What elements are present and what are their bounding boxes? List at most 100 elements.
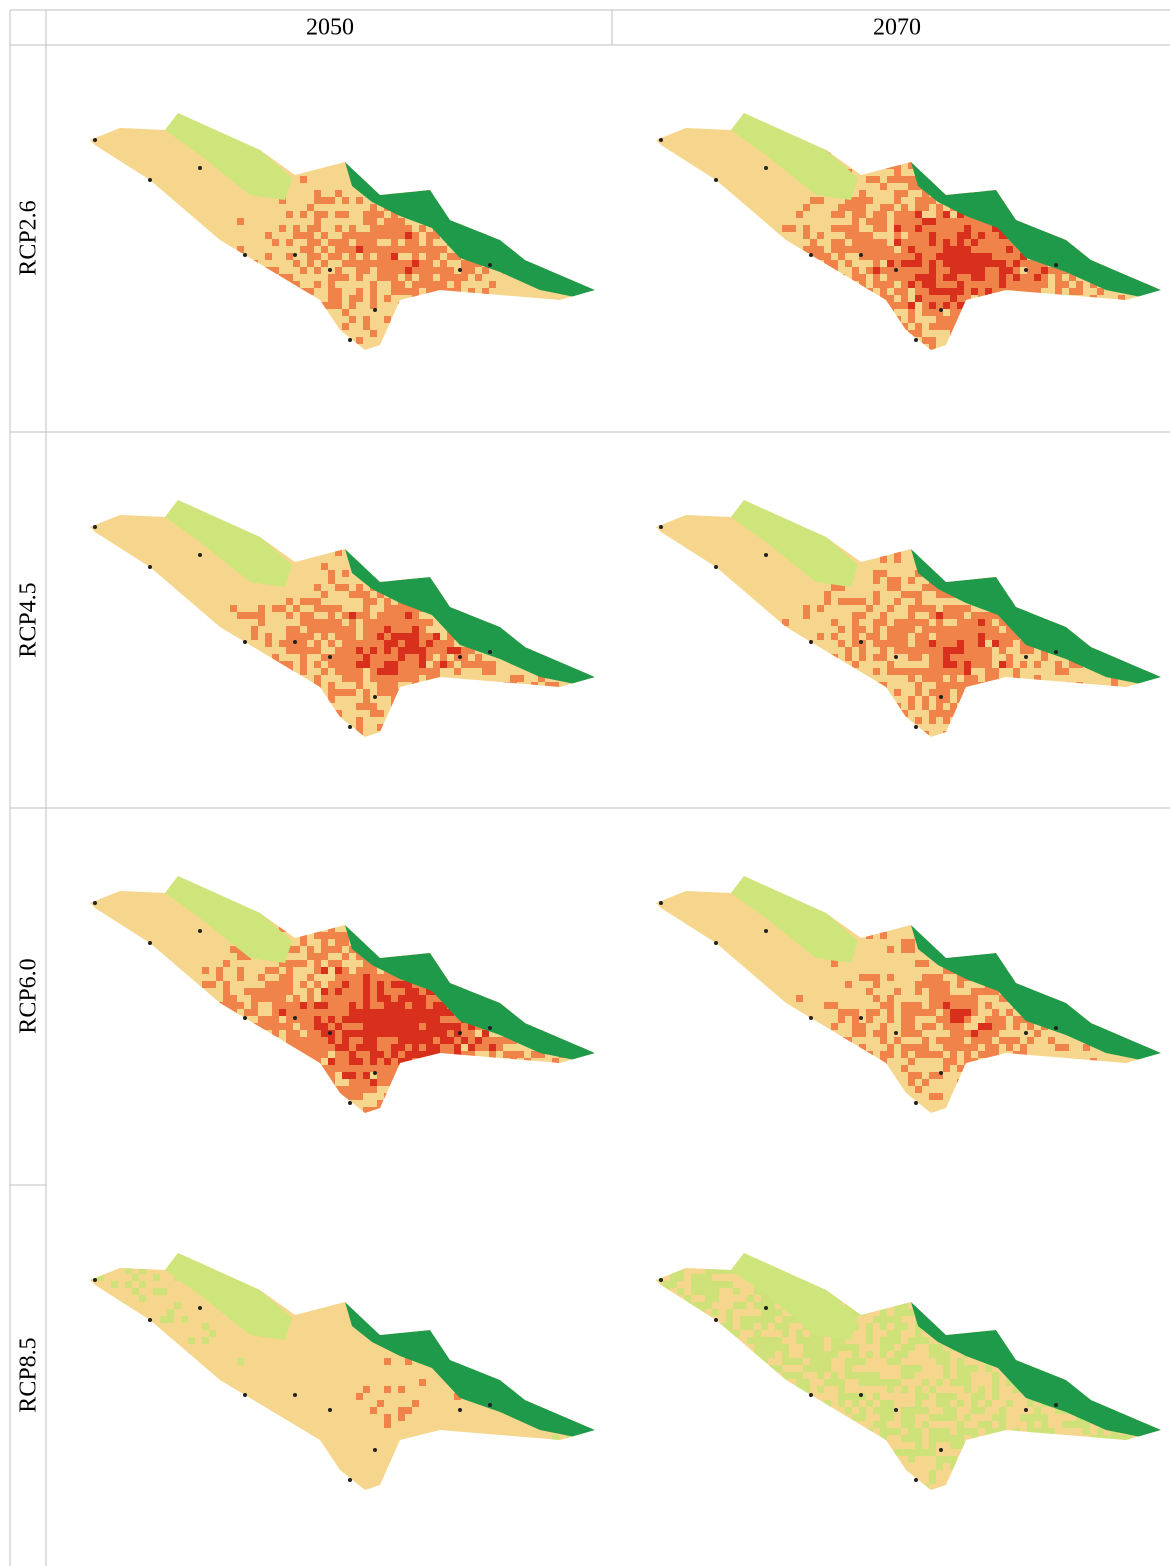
patch xyxy=(419,1253,426,1260)
patch xyxy=(712,1386,719,1393)
patch xyxy=(740,1421,747,1428)
patch xyxy=(440,1079,447,1086)
patch xyxy=(433,281,440,288)
patch xyxy=(251,633,258,640)
patch xyxy=(398,218,405,225)
patch xyxy=(894,1330,901,1337)
patch xyxy=(1034,302,1041,309)
patch xyxy=(852,633,859,640)
patch xyxy=(1083,1281,1090,1288)
patch xyxy=(244,1037,251,1044)
patch xyxy=(936,1002,943,1009)
patch xyxy=(286,988,293,995)
patch xyxy=(461,337,468,344)
patch xyxy=(887,253,894,260)
patch xyxy=(391,647,398,654)
patch xyxy=(992,239,999,246)
patch xyxy=(894,337,901,344)
patch xyxy=(915,204,922,211)
patch xyxy=(412,1086,419,1093)
patch xyxy=(251,1072,258,1079)
patch xyxy=(663,1435,670,1442)
patch xyxy=(964,675,971,682)
patch xyxy=(929,1009,936,1016)
patch xyxy=(873,1295,880,1302)
patch xyxy=(1076,211,1083,218)
patch xyxy=(978,612,985,619)
patch xyxy=(468,661,475,668)
patch xyxy=(754,1358,761,1365)
patch xyxy=(538,577,545,584)
patch xyxy=(286,1009,293,1016)
patch xyxy=(475,710,482,717)
patch xyxy=(223,1037,230,1044)
patch xyxy=(258,605,265,612)
patch xyxy=(845,1267,852,1274)
patch xyxy=(384,626,391,633)
patch xyxy=(999,682,1006,689)
patch xyxy=(936,204,943,211)
patch xyxy=(936,1428,943,1435)
town-marker xyxy=(1024,655,1028,659)
patch xyxy=(922,309,929,316)
patch xyxy=(426,302,433,309)
patch xyxy=(440,1009,447,1016)
town-marker xyxy=(488,650,492,654)
patch xyxy=(342,724,349,731)
patch xyxy=(286,689,293,696)
patch xyxy=(489,668,496,675)
patch xyxy=(1097,1316,1104,1323)
patch xyxy=(349,591,356,598)
patch xyxy=(412,260,419,267)
patch xyxy=(412,1023,419,1030)
patch xyxy=(405,1023,412,1030)
patch xyxy=(447,946,454,953)
patch xyxy=(223,1484,230,1491)
patch xyxy=(845,1358,852,1365)
patch xyxy=(950,612,957,619)
patch xyxy=(1097,1365,1104,1372)
patch xyxy=(663,1358,670,1365)
patch xyxy=(852,612,859,619)
patch xyxy=(663,1470,670,1477)
patch xyxy=(789,1372,796,1379)
patch xyxy=(1055,1351,1062,1358)
patch xyxy=(279,640,286,647)
patch xyxy=(321,626,328,633)
town-marker xyxy=(1054,263,1058,267)
patch xyxy=(391,619,398,626)
patch xyxy=(202,1323,209,1330)
patch xyxy=(419,939,426,946)
patch xyxy=(964,1365,971,1372)
patch xyxy=(405,717,412,724)
patch xyxy=(440,197,447,204)
patch xyxy=(873,260,880,267)
patch xyxy=(237,1044,244,1051)
patch xyxy=(321,710,328,717)
patch xyxy=(1069,1316,1076,1323)
patch xyxy=(321,563,328,570)
patch xyxy=(761,1295,768,1302)
patch xyxy=(1055,1470,1062,1477)
patch xyxy=(698,1456,705,1463)
patch xyxy=(1104,626,1111,633)
patch xyxy=(880,1407,887,1414)
patch xyxy=(265,1037,272,1044)
patch xyxy=(887,668,894,675)
patch xyxy=(461,1079,468,1086)
patch xyxy=(405,267,412,274)
patch xyxy=(943,981,950,988)
patch xyxy=(279,724,286,731)
patch xyxy=(1020,1281,1027,1288)
patch xyxy=(391,654,398,661)
patch xyxy=(964,1309,971,1316)
patch xyxy=(852,1358,859,1365)
patch xyxy=(293,1086,300,1093)
patch xyxy=(370,633,377,640)
patch xyxy=(978,1386,985,1393)
patch xyxy=(999,246,1006,253)
patch xyxy=(943,731,950,738)
patch xyxy=(594,1281,601,1288)
patch xyxy=(552,1435,559,1442)
patch xyxy=(999,918,1006,925)
